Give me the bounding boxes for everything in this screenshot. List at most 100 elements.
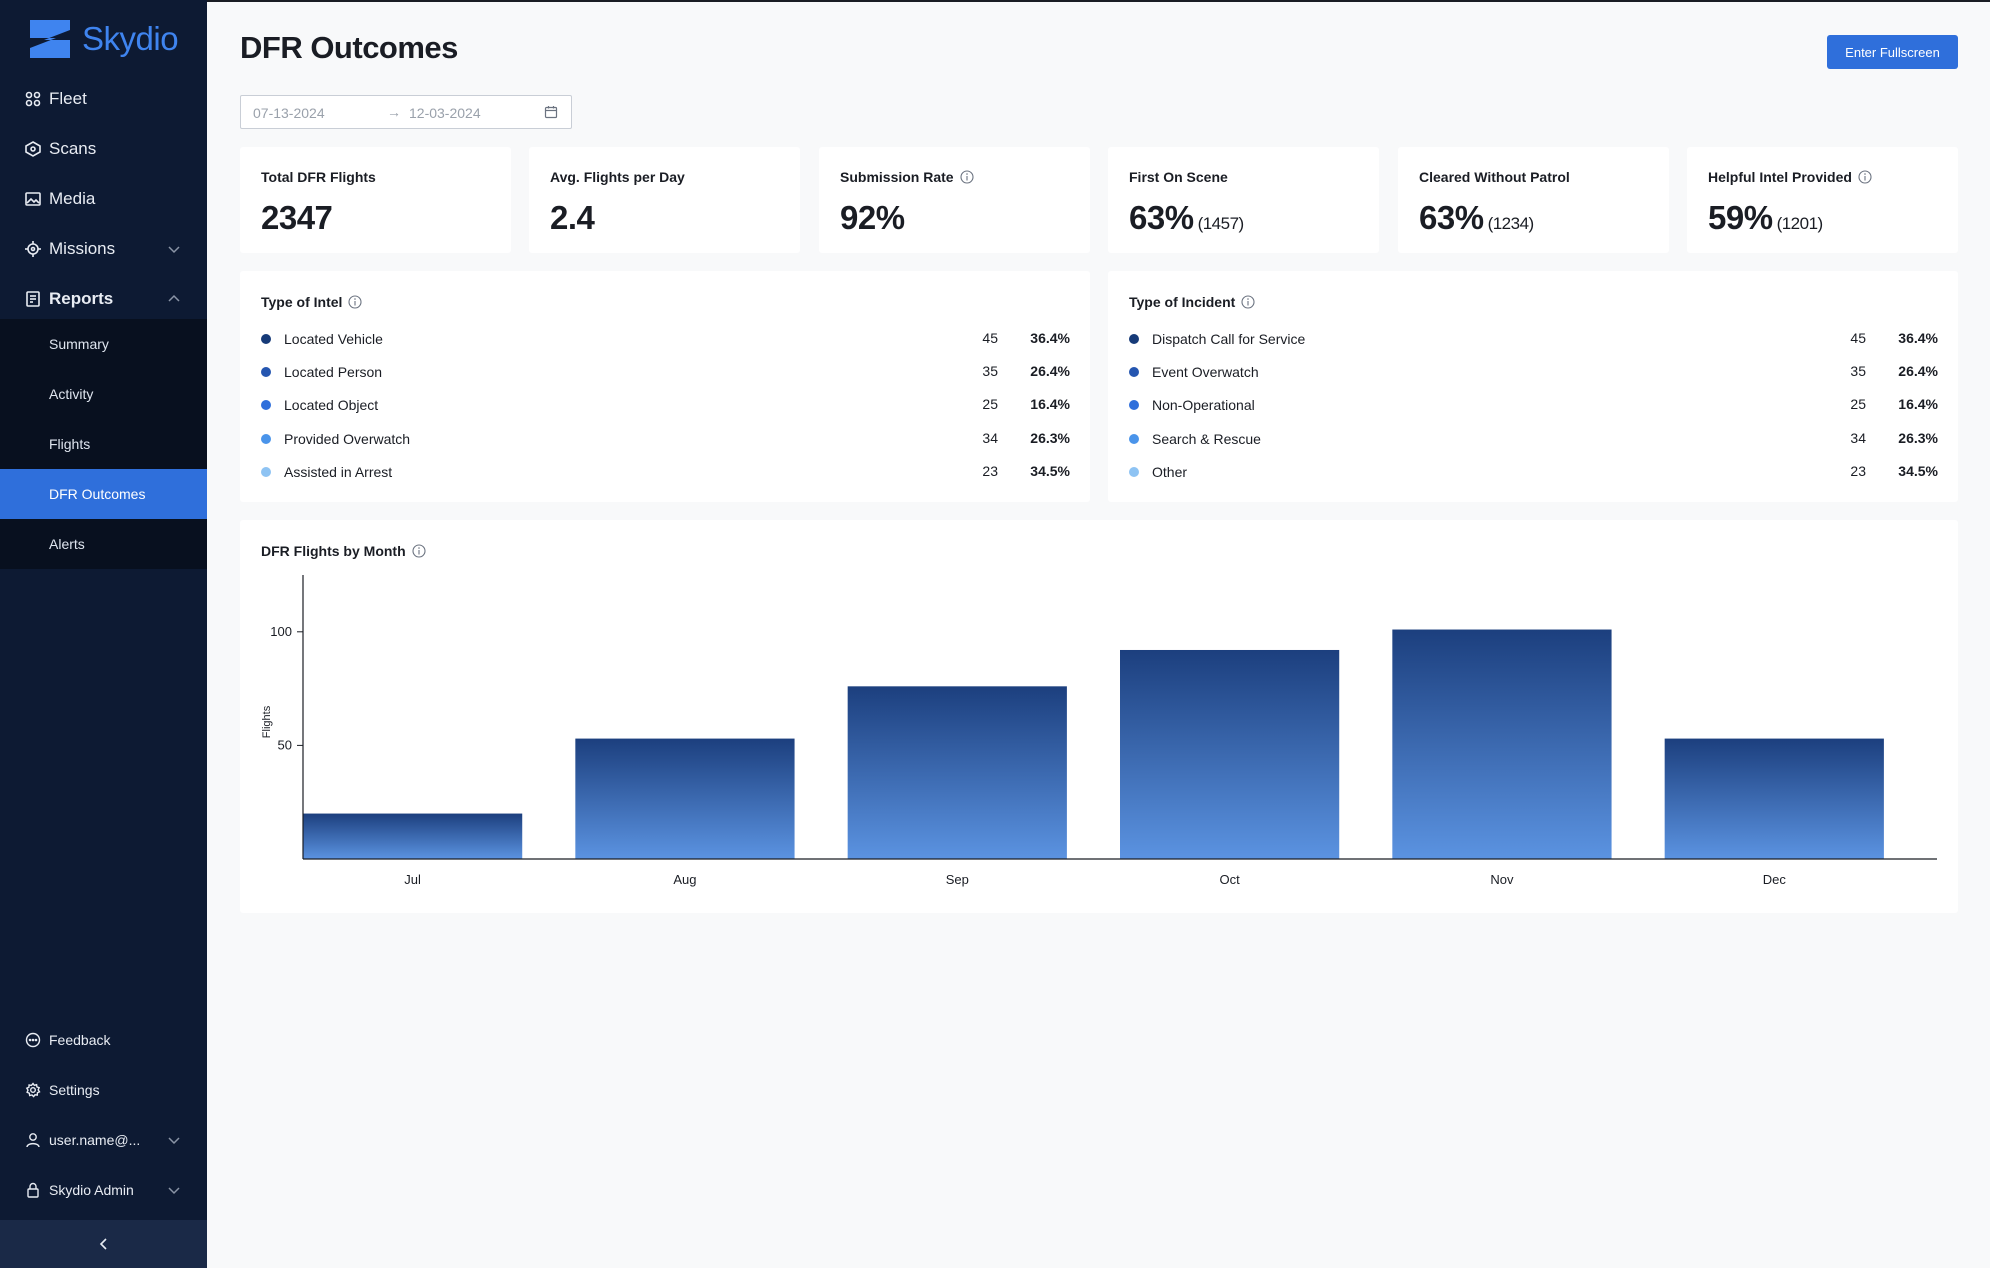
sidebar-item-org[interactable]: Skydio Admin [0, 1165, 207, 1215]
bars-group [303, 629, 1884, 859]
start-date-input[interactable]: 07-13-2024 [253, 105, 325, 121]
chevron-left-icon [99, 1238, 107, 1250]
kpi-value: 92% [840, 199, 905, 236]
scans-icon [24, 141, 41, 158]
flights-bar-chart: Jul Aug Sep Oct Nov Dec 50 100 Flights [261, 575, 1937, 887]
chevron-up-icon [168, 294, 180, 302]
row-count: 25 [1850, 396, 1866, 412]
missions-icon [24, 241, 41, 258]
page-title: DFR Outcomes [240, 30, 458, 65]
subnav-item-dfr-outcomes[interactable]: DFR Outcomes [0, 469, 207, 519]
row-percent: 26.3% [1030, 430, 1070, 446]
bar-dec [1664, 738, 1884, 859]
list-item: Provided Overwatch [261, 429, 410, 449]
row-label: Search & Rescue [1152, 431, 1261, 447]
list-item: Other [1129, 462, 1187, 482]
row-count: 25 [982, 396, 998, 412]
x-tick-label: Jul [404, 872, 421, 887]
x-tick-label: Aug [673, 872, 696, 887]
row-count: 23 [1850, 463, 1866, 479]
sidebar-item-label: Settings [49, 1082, 100, 1098]
x-tick-label: Oct [1219, 872, 1240, 887]
kpi-value: 59% [1708, 199, 1773, 236]
row-label: Dispatch Call for Service [1152, 331, 1306, 347]
calendar-icon[interactable] [544, 105, 558, 119]
kpi-value: 63% [1129, 199, 1194, 236]
row-label: Provided Overwatch [284, 431, 411, 447]
row-count: 45 [1850, 330, 1866, 346]
sidebar-item-feedback[interactable]: Feedback [0, 1015, 207, 1065]
row-percent: 26.4% [1898, 363, 1938, 379]
info-icon[interactable] [1241, 295, 1255, 309]
kpi-card-cleared-without-patrol: Cleared Without Patrol 63% (1234) [1398, 147, 1669, 253]
panel-title: Type of Incident [1129, 294, 1236, 310]
dfr-flights-by-month-panel: DFR Flights by Month Jul Aug Sep Oct Nov Dec 5… [240, 520, 1958, 913]
subnav-item-summary[interactable]: Summary [49, 336, 109, 352]
legend-dot [1129, 334, 1139, 344]
info-icon[interactable] [960, 170, 974, 184]
kpi-value: 2347 [261, 199, 333, 236]
enter-fullscreen-button[interactable]: Enter Fullscreen [1827, 35, 1958, 69]
sidebar-item-user[interactable]: user.name@... [0, 1115, 207, 1165]
end-date-input[interactable]: 12-03-2024 [409, 105, 481, 121]
kpi-sub-count: (1457) [1197, 214, 1245, 233]
type-of-intel-panel: Type of Intel Located Vehicle 45 36.4% L… [240, 271, 1090, 502]
row-percent: 26.3% [1898, 430, 1938, 446]
kpi-sub-count: (1201) [1776, 214, 1824, 233]
row-percent: 34.5% [1030, 463, 1070, 479]
lock-icon [24, 1182, 41, 1199]
brand-name: Skydio [82, 20, 179, 57]
sidebar-item-label: Missions [49, 239, 116, 258]
fleet-icon [24, 91, 41, 108]
kpi-card-total-flights: Total DFR Flights 2347 [240, 147, 511, 253]
row-percent: 34.5% [1898, 463, 1938, 479]
legend-dot [261, 434, 271, 444]
sidebar-item-reports[interactable]: Reports [0, 274, 207, 324]
kpi-label: Submission Rate [840, 169, 954, 185]
date-range-picker[interactable]: 07-13-2024 → 12-03-2024 [240, 95, 572, 129]
y-axis-label: Flights [261, 705, 273, 738]
reports-icon [24, 291, 41, 308]
list-item: Located Person [261, 362, 382, 382]
kpi-card-submission-rate: Submission Rate 92% [819, 147, 1090, 253]
sidebar-item-label: Skydio Admin [49, 1182, 134, 1198]
bar-oct [1120, 649, 1340, 859]
skydio-logo[interactable]: Skydio [28, 18, 179, 60]
sidebar-item-fleet[interactable]: Fleet [0, 74, 207, 124]
media-icon [24, 191, 41, 208]
panel-title: Type of Intel [261, 294, 343, 310]
row-label: Assisted in Arrest [284, 464, 393, 480]
row-percent: 36.4% [1030, 330, 1070, 346]
info-icon[interactable] [1858, 170, 1872, 184]
x-tick-label: Nov [1490, 872, 1514, 887]
list-item: Search & Rescue [1129, 429, 1261, 449]
info-icon[interactable] [412, 544, 426, 558]
subnav-item-flights[interactable]: Flights [49, 436, 91, 452]
kpi-card-helpful-intel: Helpful Intel Provided 59% (1201) [1687, 147, 1958, 253]
subnav-item-alerts[interactable]: Alerts [49, 536, 85, 552]
row-count: 34 [1850, 430, 1866, 446]
axes-group: Jul Aug Sep Oct Nov Dec 50 100 Flights [261, 575, 1937, 887]
kpi-label: Helpful Intel Provided [1708, 169, 1852, 185]
sidebar-item-missions[interactable]: Missions [0, 224, 207, 274]
collapse-sidebar-button[interactable] [0, 1220, 207, 1268]
list-item: Located Vehicle [261, 329, 383, 349]
chevron-down-icon [168, 1187, 180, 1195]
row-count: 35 [1850, 363, 1866, 379]
subnav-item-activity[interactable]: Activity [49, 386, 94, 402]
sidebar-item-scans[interactable]: Scans [0, 124, 207, 174]
legend-dot [1129, 434, 1139, 444]
sidebar-item-media[interactable]: Media [0, 174, 207, 224]
sidebar-item-label: Feedback [49, 1032, 111, 1048]
kpi-value: 63% [1419, 199, 1484, 236]
row-percent: 36.4% [1898, 330, 1938, 346]
user-icon [24, 1132, 41, 1149]
bar-jul [303, 813, 523, 859]
row-percent: 16.4% [1030, 396, 1070, 412]
main-content: DFR Outcomes Enter Fullscreen 07-13-2024… [207, 0, 1990, 1268]
sidebar-item-settings[interactable]: Settings [0, 1065, 207, 1115]
kpi-card-first-on-scene: First On Scene 63% (1457) [1108, 147, 1379, 253]
list-item: Assisted in Arrest [261, 462, 392, 482]
info-icon[interactable] [348, 295, 362, 309]
bar-nov [1392, 629, 1612, 859]
